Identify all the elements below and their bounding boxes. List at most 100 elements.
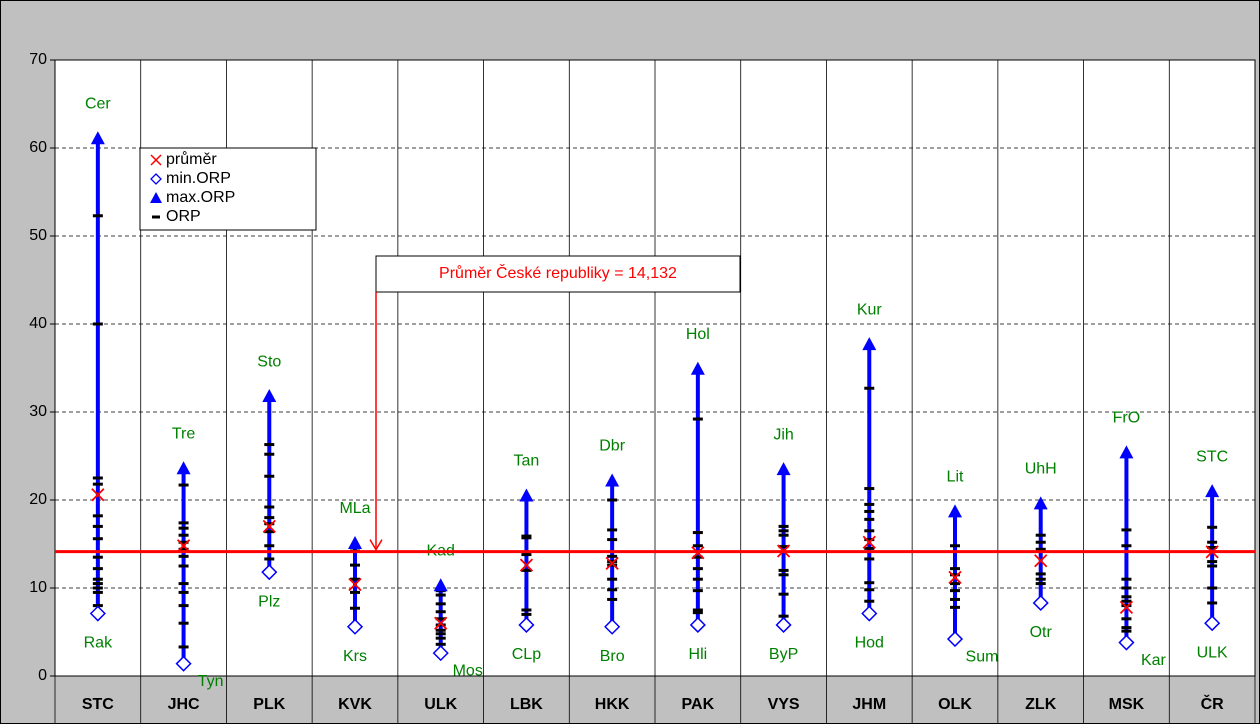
orp-mark [778, 524, 789, 528]
orp-mark [178, 540, 189, 544]
orp-mark [264, 544, 275, 548]
orp-mark [1035, 582, 1046, 586]
orp-mark [778, 533, 789, 537]
min-mark [689, 616, 706, 634]
orp-mark [264, 530, 275, 534]
x-tick-label: ZLK [1025, 696, 1057, 713]
orp-mark [178, 521, 189, 525]
x-tick-label: HKK [595, 696, 630, 713]
average-mark [1034, 554, 1048, 568]
legend-label: ORP [166, 208, 201, 225]
orp-mark [607, 577, 618, 581]
orp-mark [864, 538, 875, 542]
average-mark [948, 570, 962, 585]
orp-mark [264, 443, 275, 447]
max-label: STC [1196, 448, 1228, 465]
min-mark [432, 645, 449, 662]
orp-mark [264, 516, 275, 520]
orp-mark [1035, 533, 1046, 537]
orp-mark [92, 582, 103, 586]
orp-mark [607, 498, 618, 502]
max-label: Kur [857, 301, 883, 318]
orp-mark [692, 611, 703, 615]
min-label: Sum [966, 648, 999, 665]
x-tick-label: MSK [1109, 696, 1145, 713]
orp-mark [1121, 528, 1132, 532]
orp-mark [950, 589, 960, 593]
orp-mark [435, 593, 446, 597]
orp-mark [950, 567, 960, 571]
orp-mark [864, 386, 875, 390]
orp-mark [864, 588, 875, 592]
orp-mark [521, 534, 532, 538]
orp-mark [950, 582, 960, 586]
orp-mark [864, 487, 875, 491]
orp-mark [92, 524, 103, 528]
orp-mark [864, 581, 875, 585]
legend-label: min.ORP [166, 170, 231, 187]
max-mark [1205, 484, 1220, 498]
orp-mark [264, 505, 275, 509]
orp-mark [521, 553, 532, 557]
max-label: FrO [1113, 410, 1141, 427]
orp-mark [92, 567, 103, 571]
x-tick-label: JHC [168, 696, 200, 713]
orp-mark [864, 546, 875, 550]
max-label: Dbr [599, 438, 625, 455]
orp-mark [692, 531, 703, 535]
min-mark [604, 618, 621, 635]
orp-mark [950, 597, 960, 601]
x-tick-label: OLK [938, 696, 972, 713]
min-mark [946, 630, 964, 648]
orp-mark [92, 482, 103, 486]
min-label: Krs [343, 648, 367, 665]
legend-box [139, 147, 317, 231]
max-label: Sto [257, 353, 281, 370]
x-tick-label: JHM [852, 696, 886, 713]
max-mark [348, 536, 362, 549]
orp-mark [92, 476, 103, 480]
annotation-arrowhead [369, 539, 383, 552]
orp-mark [1121, 586, 1132, 590]
max-label: Tan [514, 453, 540, 470]
orp-mark [1207, 546, 1218, 550]
orp-mark [264, 522, 275, 526]
min-label: Kar [1141, 652, 1167, 669]
max-mark [1119, 445, 1134, 459]
min-label: CLp [512, 646, 541, 663]
orp-mark [692, 417, 703, 421]
orp-mark [778, 614, 789, 618]
max-mark [176, 461, 191, 475]
min-label: Rak [84, 635, 113, 652]
orp-mark [178, 582, 189, 586]
orp-mark [692, 567, 703, 571]
orp-mark [1121, 617, 1132, 621]
max-mark [948, 504, 962, 518]
orp-mark [607, 563, 618, 567]
average-mark [91, 488, 105, 502]
orp-mark [1207, 586, 1218, 590]
orp-mark [1121, 599, 1132, 603]
x-tick-label: ČR [1201, 694, 1225, 713]
orp-mark [350, 606, 360, 610]
max-mark [1033, 496, 1048, 510]
max-label: UhH [1025, 461, 1057, 478]
max-mark [776, 462, 791, 476]
orp-mark [864, 557, 875, 561]
orp-mark [435, 632, 446, 636]
min-mark [1032, 594, 1049, 612]
max-mark [690, 361, 705, 375]
orp-mark [264, 557, 275, 561]
orp-mark [607, 588, 618, 592]
min-mark [346, 618, 364, 635]
average-mark [862, 535, 876, 549]
orp-mark [778, 529, 789, 533]
orp-mark [864, 599, 875, 603]
legend-label: max.ORP [166, 189, 235, 206]
max-label: Hol [686, 326, 710, 343]
orp-mark [521, 568, 532, 572]
legend-symbol [150, 192, 162, 203]
orp-mark [435, 610, 446, 614]
orp-mark [607, 597, 618, 601]
orp-mark [178, 533, 189, 537]
